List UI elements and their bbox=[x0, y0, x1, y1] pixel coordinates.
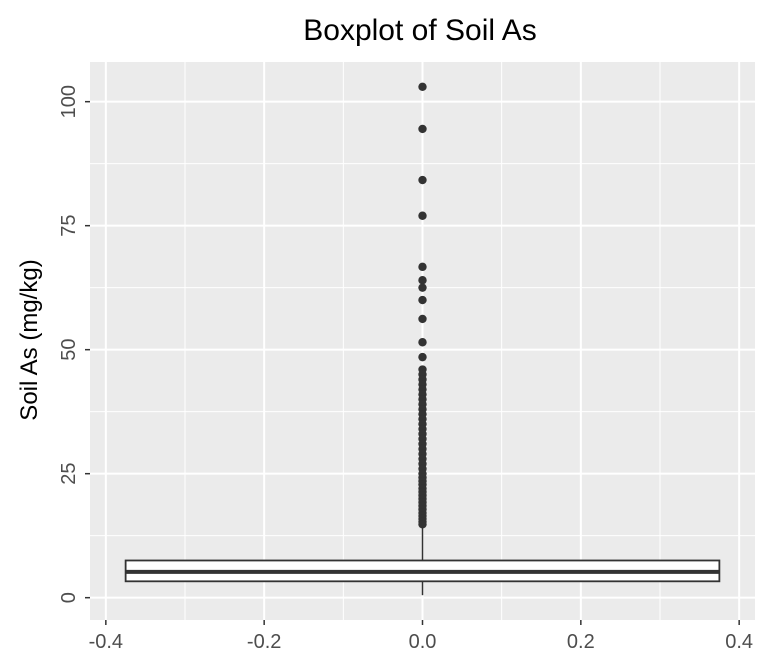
y-tick-label: 0 bbox=[58, 592, 80, 603]
y-axis-label: Soil As (mg/kg) bbox=[16, 259, 43, 420]
outlier-point bbox=[418, 295, 427, 305]
outlier-point bbox=[418, 283, 427, 292]
outlier-point bbox=[418, 276, 427, 285]
outlier-point bbox=[418, 211, 427, 220]
x-axis-ticks: -0.4 -0.2 0.0 0.2 0.4 bbox=[89, 620, 753, 653]
y-axis-ticks: 0 25 50 75 100 bbox=[58, 85, 90, 603]
x-tick-label: -0.2 bbox=[247, 631, 281, 653]
outlier-point bbox=[418, 175, 427, 185]
chart-title: Boxplot of Soil As bbox=[303, 14, 536, 47]
outlier-point bbox=[418, 262, 427, 272]
outlier-point bbox=[418, 352, 427, 362]
box-group bbox=[124, 525, 721, 596]
outlier-point bbox=[418, 338, 427, 347]
y-tick-label: 25 bbox=[58, 463, 80, 485]
outlier-point bbox=[418, 314, 427, 324]
outlier-point bbox=[418, 520, 427, 529]
outlier-point bbox=[418, 82, 427, 92]
x-tick-label: 0.4 bbox=[725, 631, 753, 653]
y-tick-label: 50 bbox=[58, 339, 80, 361]
outlier-point bbox=[418, 124, 427, 134]
x-tick-label: -0.4 bbox=[89, 631, 123, 653]
x-tick-label: 0.0 bbox=[409, 631, 437, 653]
outlier-points bbox=[418, 82, 427, 529]
y-tick-label: 100 bbox=[58, 85, 80, 118]
y-tick-label: 75 bbox=[58, 215, 80, 237]
x-tick-label: 0.2 bbox=[567, 631, 595, 653]
